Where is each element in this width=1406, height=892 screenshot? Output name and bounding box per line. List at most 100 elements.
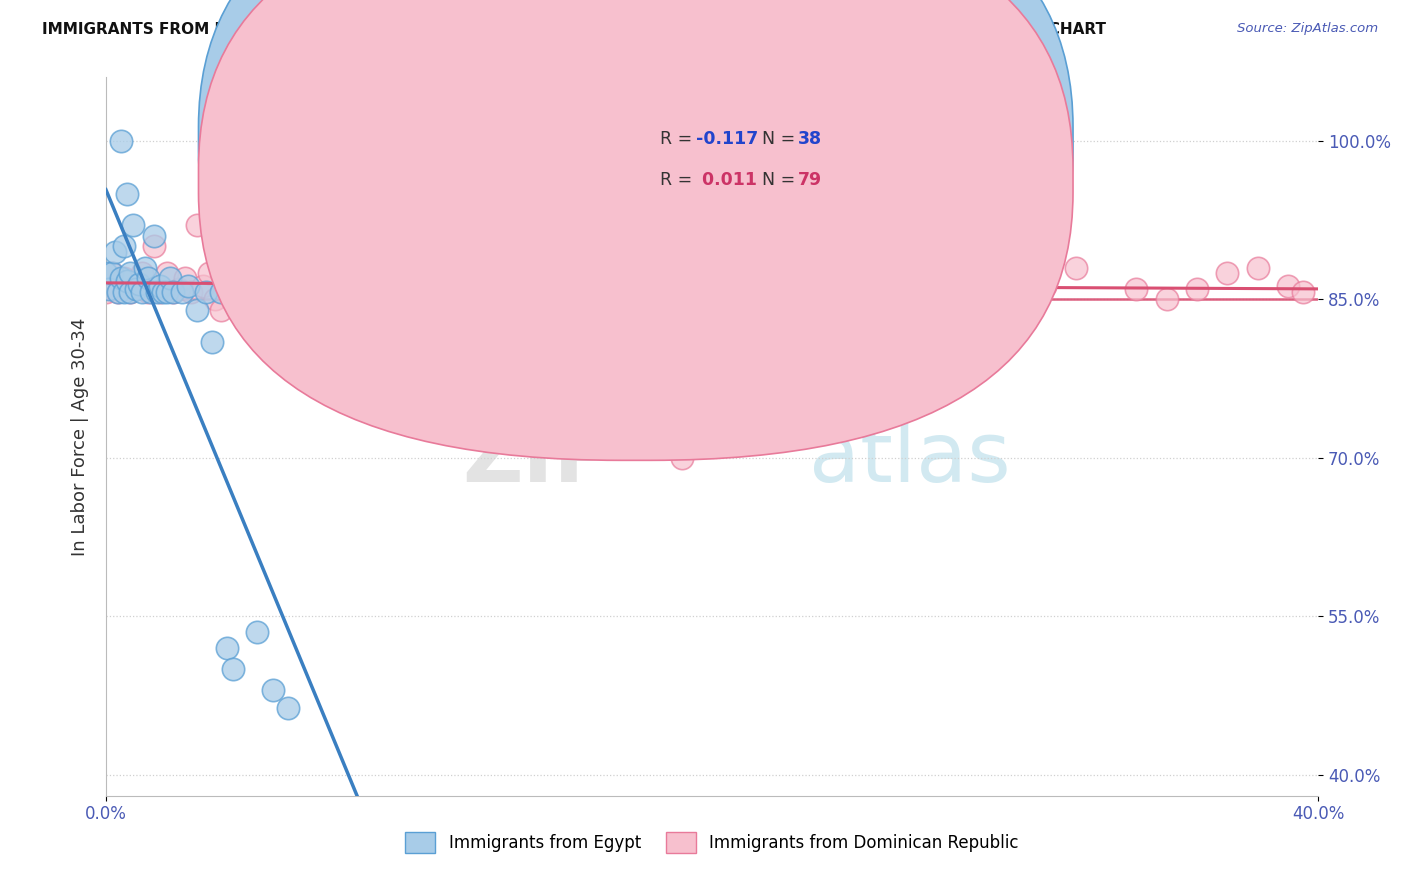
Point: [731, 266, 754, 280]
Point: [382, 282, 405, 296]
Point: [186, 302, 208, 317]
Point: [610, 271, 633, 285]
Point: [152, 285, 174, 299]
Point: [128, 277, 150, 292]
Text: N =: N =: [751, 171, 801, 189]
Point: [1125, 282, 1147, 296]
Text: R =: R =: [659, 130, 697, 148]
Point: [94, 266, 117, 280]
Point: [262, 278, 284, 293]
Point: [180, 285, 202, 299]
Point: [131, 266, 153, 280]
Text: ZIP: ZIP: [463, 417, 614, 499]
Point: [177, 278, 200, 293]
Point: [131, 285, 153, 299]
Point: [217, 640, 239, 655]
Point: [107, 285, 129, 299]
Point: [143, 228, 166, 243]
Point: [217, 266, 239, 280]
Point: [125, 278, 148, 293]
Point: [231, 285, 253, 299]
Point: [307, 266, 329, 280]
Point: [458, 285, 481, 299]
Text: N =: N =: [751, 130, 801, 148]
Point: [1156, 293, 1178, 307]
Text: atlas: atlas: [808, 417, 1011, 499]
Point: [550, 282, 572, 296]
Point: [519, 285, 541, 299]
Point: [149, 285, 172, 299]
Point: [138, 285, 160, 299]
Point: [120, 285, 142, 299]
Point: [209, 302, 232, 317]
Point: [115, 186, 138, 201]
Point: [110, 134, 132, 148]
Point: [1277, 278, 1299, 293]
Point: [101, 266, 124, 280]
Point: [107, 285, 129, 299]
Point: [640, 266, 662, 280]
Point: [943, 266, 966, 280]
Point: [246, 625, 269, 640]
Point: [162, 285, 184, 299]
Point: [367, 285, 389, 299]
Point: [1004, 285, 1026, 299]
Point: [671, 450, 693, 465]
Point: [198, 266, 221, 280]
Point: [112, 285, 135, 299]
Point: [1035, 278, 1057, 293]
Point: [104, 244, 127, 259]
Point: [94, 285, 117, 299]
Point: [277, 701, 299, 715]
Point: [489, 293, 512, 307]
Point: [149, 278, 172, 293]
Point: [427, 285, 450, 299]
Text: -0.117: -0.117: [696, 130, 758, 148]
Text: IMMIGRANTS FROM EGYPT VS IMMIGRANTS FROM DOMINICAN REPUBLIC IN LABOR FORCE | AGE: IMMIGRANTS FROM EGYPT VS IMMIGRANTS FROM…: [42, 22, 1107, 38]
Text: Source: ZipAtlas.com: Source: ZipAtlas.com: [1237, 22, 1378, 36]
Point: [173, 271, 195, 285]
Point: [110, 271, 132, 285]
Point: [97, 282, 120, 296]
Text: 0.011: 0.011: [696, 171, 758, 189]
Point: [322, 260, 344, 275]
Point: [277, 266, 299, 280]
Point: [186, 219, 208, 233]
Text: 79: 79: [797, 171, 821, 189]
Point: [138, 271, 160, 285]
Point: [143, 239, 166, 253]
Point: [209, 285, 232, 299]
Point: [115, 274, 138, 288]
Point: [222, 662, 245, 676]
Point: [792, 266, 814, 280]
Point: [1064, 260, 1087, 275]
Legend: Immigrants from Egypt, Immigrants from Dominican Republic: Immigrants from Egypt, Immigrants from D…: [399, 826, 1025, 859]
Point: [194, 285, 217, 299]
Point: [291, 285, 314, 299]
Point: [204, 293, 226, 307]
Point: [120, 266, 142, 280]
Point: [700, 260, 723, 275]
Point: [1216, 266, 1239, 280]
Text: R =: R =: [659, 171, 697, 189]
Point: [125, 282, 148, 296]
Point: [122, 219, 145, 233]
Point: [201, 334, 224, 349]
Point: [159, 271, 181, 285]
Point: [120, 285, 142, 299]
Point: [134, 260, 156, 275]
Point: [1185, 282, 1208, 296]
Point: [112, 239, 135, 253]
Point: [353, 278, 375, 293]
Point: [155, 266, 177, 280]
Point: [579, 266, 602, 280]
Point: [170, 285, 193, 299]
Y-axis label: In Labor Force | Age 30-34: In Labor Force | Age 30-34: [72, 318, 89, 556]
Point: [398, 228, 420, 243]
Point: [101, 266, 124, 280]
Point: [1246, 260, 1268, 275]
Point: [262, 683, 284, 698]
Point: [112, 271, 135, 285]
Point: [246, 285, 269, 299]
Point: [155, 285, 177, 299]
